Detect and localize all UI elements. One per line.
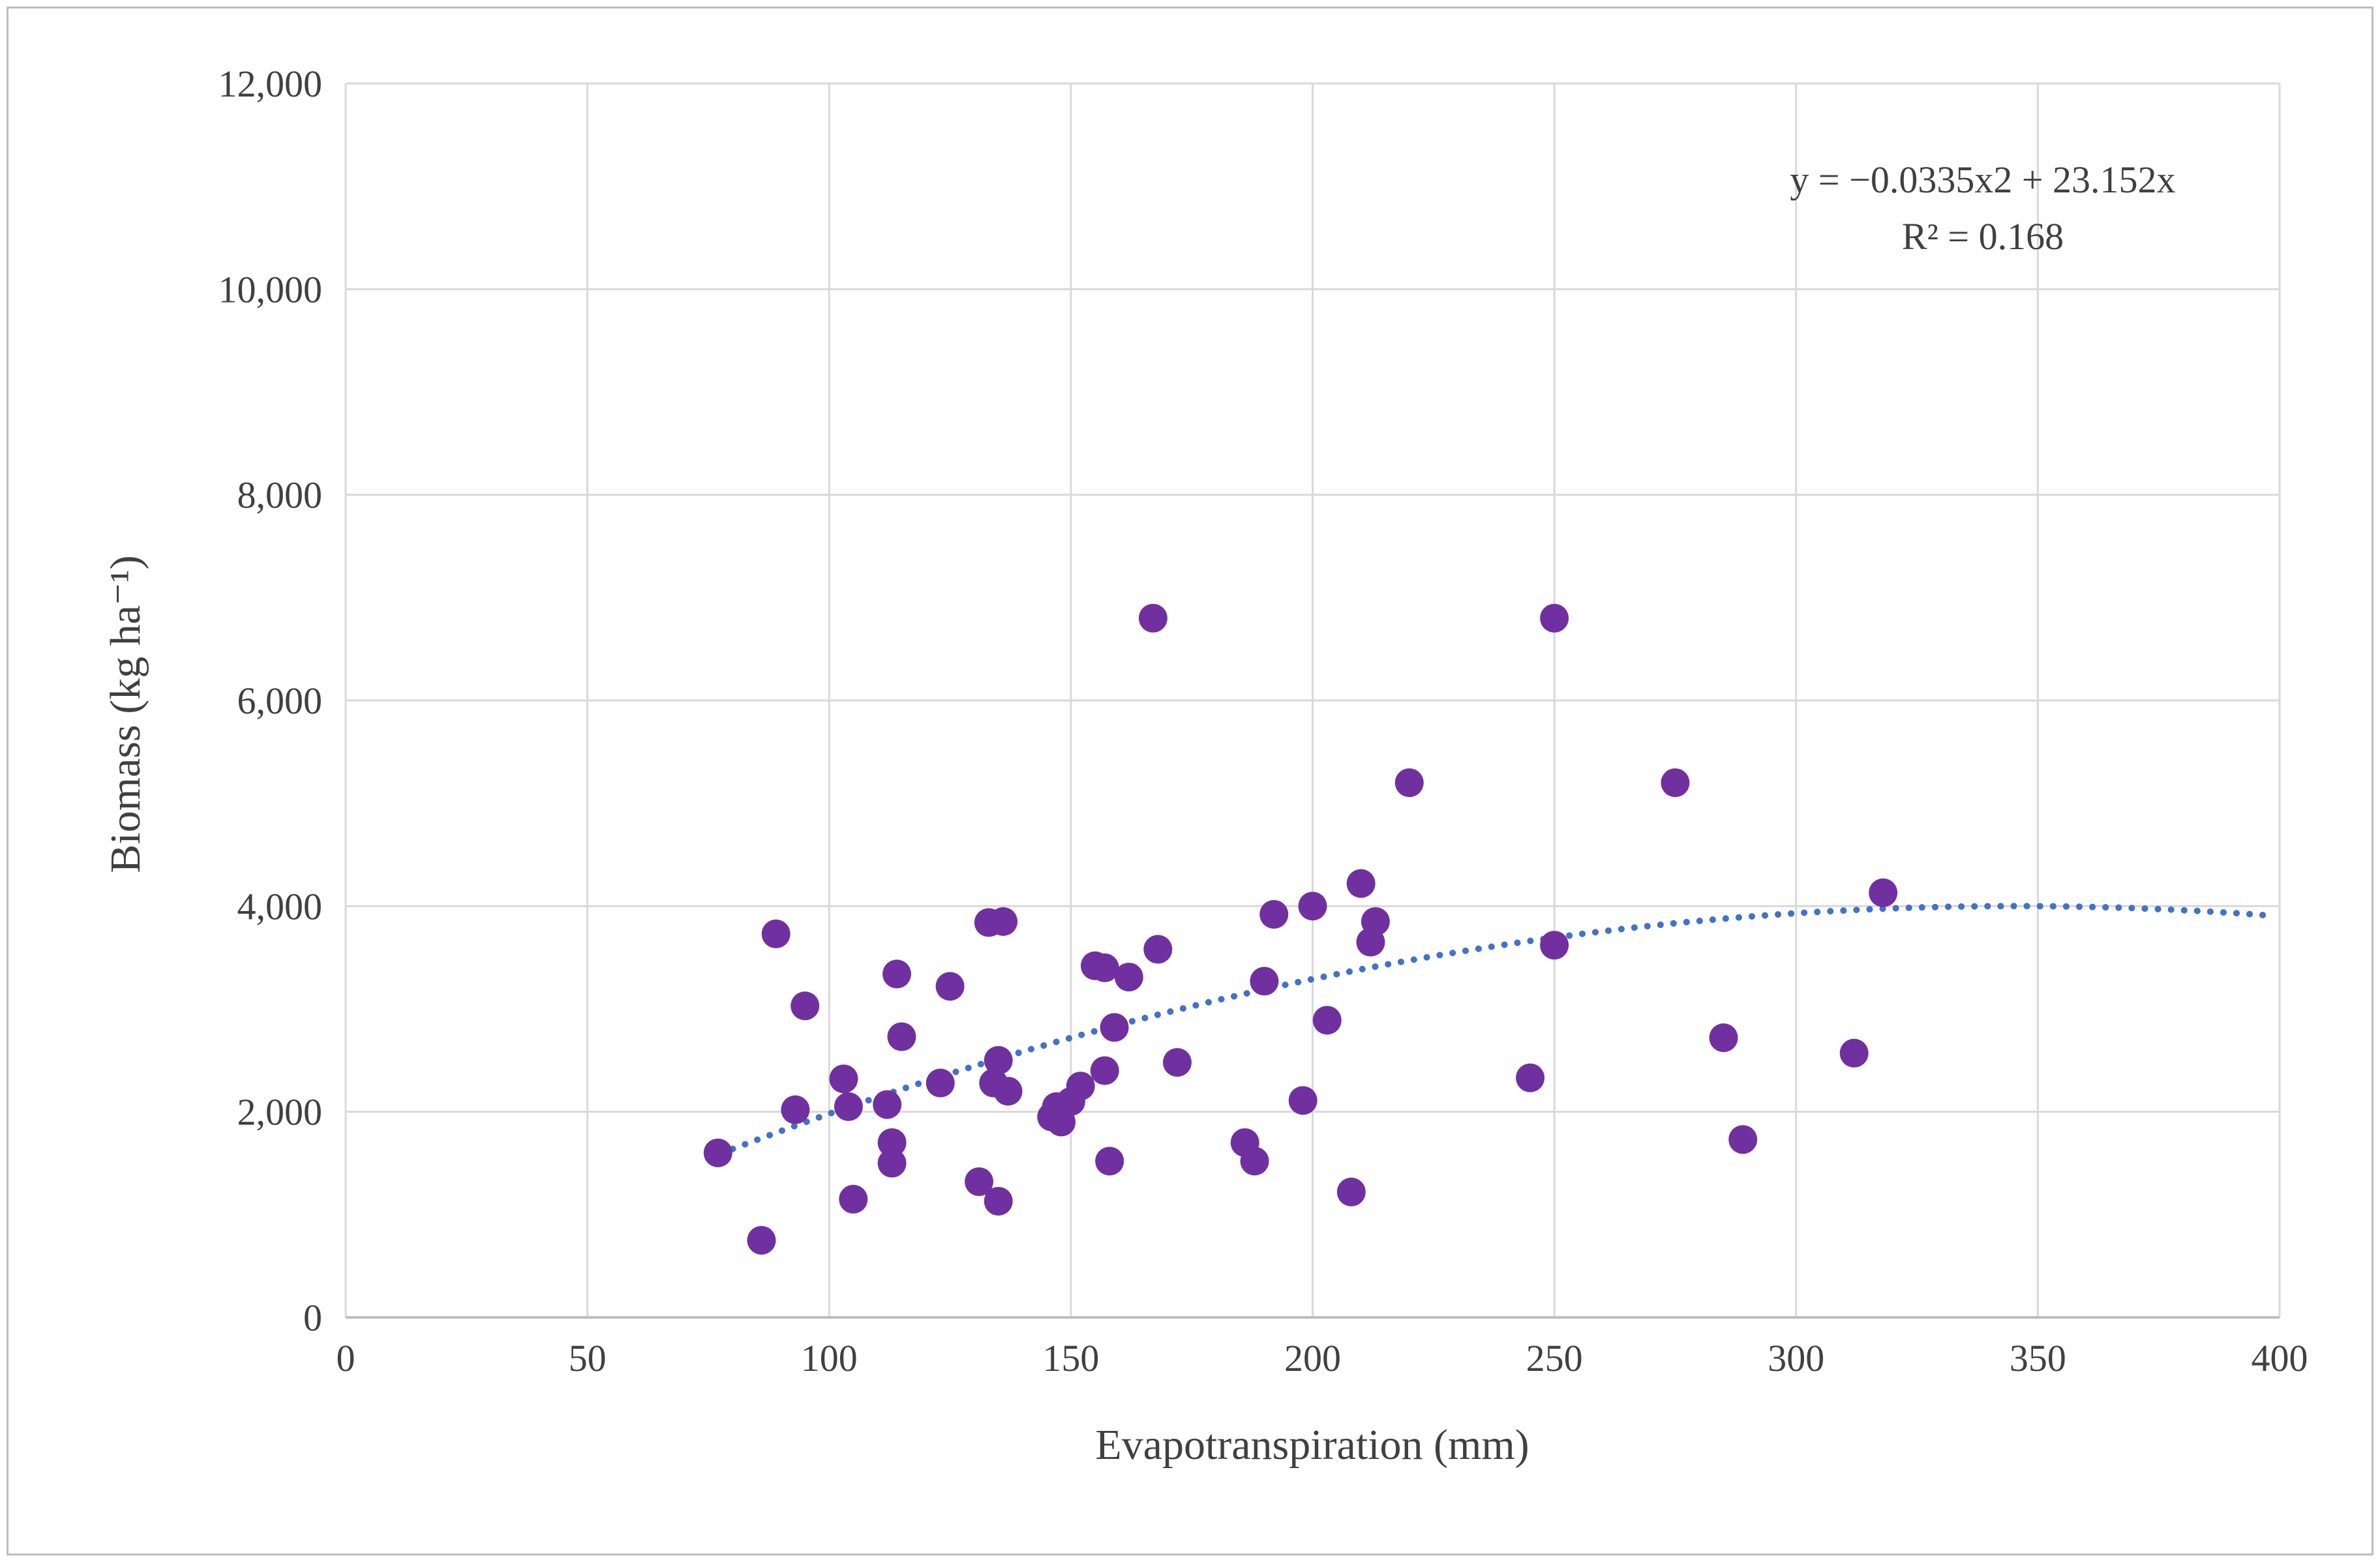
- svg-text:10,000: 10,000: [218, 268, 323, 310]
- svg-text:2,000: 2,000: [237, 1091, 323, 1134]
- svg-text:200: 200: [1284, 1337, 1341, 1379]
- svg-text:350: 350: [2010, 1337, 2066, 1379]
- svg-text:0: 0: [337, 1337, 355, 1379]
- svg-text:250: 250: [1526, 1337, 1583, 1379]
- y-axis-title: Biomass (kg ha⁻¹): [102, 555, 149, 873]
- svg-text:100: 100: [801, 1337, 858, 1379]
- svg-text:12,000: 12,000: [218, 63, 323, 105]
- svg-text:6,000: 6,000: [237, 680, 323, 722]
- svg-text:0: 0: [303, 1297, 322, 1339]
- svg-text:4,000: 4,000: [237, 885, 323, 927]
- trendline-annotation: y = −0.0335x2 + 23.152x R² = 0.168: [1670, 151, 2296, 265]
- svg-text:150: 150: [1042, 1337, 1099, 1379]
- svg-text:50: 50: [569, 1337, 607, 1379]
- svg-text:400: 400: [2252, 1337, 2308, 1379]
- r-squared-text: R² = 0.168: [1901, 215, 2064, 258]
- equation-text: y = −0.0335x2 + 23.152x: [1790, 158, 2176, 201]
- svg-text:300: 300: [1768, 1337, 1824, 1379]
- svg-text:8,000: 8,000: [237, 474, 323, 517]
- x-axis-title: Evapotranspiration (mm): [1095, 1421, 1529, 1469]
